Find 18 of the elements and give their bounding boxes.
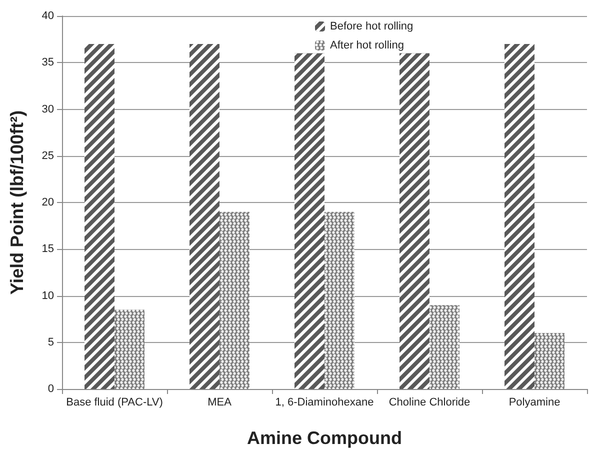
y-tick-label: 35 (42, 56, 54, 69)
x-tick-label: MEA (208, 396, 232, 408)
y-tick-label: 10 (42, 290, 54, 302)
y-tick-label: 40 (42, 10, 54, 22)
y-tick-label: 0 (48, 383, 54, 395)
y-tick-label: 15 (42, 243, 54, 256)
y-tick-label: 5 (48, 336, 54, 348)
x-tick-label: Choline Chloride (388, 396, 470, 408)
y-tick-label: 25 (42, 150, 54, 162)
legend-label: Before hot rolling (330, 20, 414, 32)
x-tick-label: Polyamine (508, 396, 560, 408)
y-tick-label: 30 (42, 103, 54, 116)
x-axis-title: Amine Compound (247, 428, 402, 448)
y-tick-label: 20 (42, 196, 54, 208)
x-tick-label: Base fluid (PAC-LV) (66, 396, 163, 408)
y-axis-title: Yield Point (lbf/100ft²) (7, 110, 27, 295)
x-tick-label: 1, 6-Diaminohexane (275, 396, 374, 408)
legend-label: After hot rolling (330, 40, 404, 52)
